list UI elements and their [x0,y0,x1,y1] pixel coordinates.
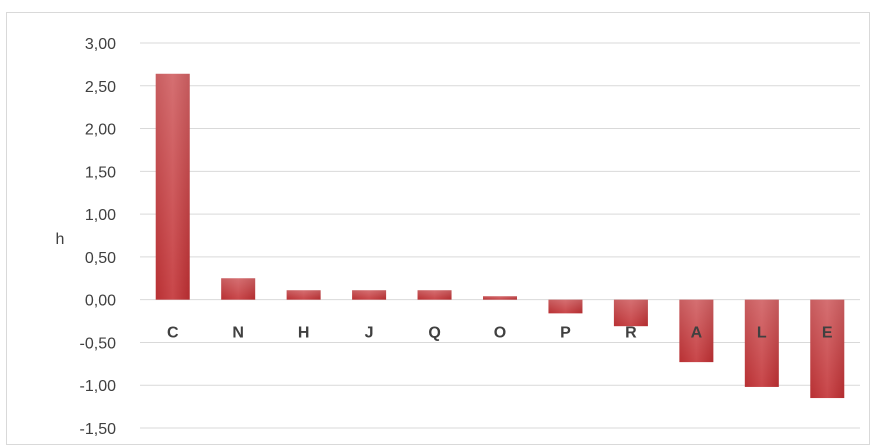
category-label: J [365,325,374,342]
y-tick-label: 2,00 [85,122,116,139]
bar-J [352,290,387,300]
y-tick-label: -1,00 [80,378,117,395]
category-label: C [167,325,179,342]
bar-N [221,278,256,300]
bar-highlight [286,290,321,300]
bar-H [286,290,321,300]
bar-highlight [352,290,387,300]
category-label: R [625,325,637,342]
y-axis-ticks: 3,00 2,50 2,00 1,50 1,00 0,50 0,00 -0,50 -1,00 -1… [80,36,117,438]
category-label: N [232,325,244,342]
category-label: O [494,325,506,342]
category-label: H [298,325,310,342]
y-axis-title: h [56,231,65,248]
y-tick-label: 1,50 [85,164,116,181]
bar-highlight [155,73,190,300]
y-tick-label: 3,00 [85,36,116,53]
bar-L [744,299,779,387]
y-tick-label: 2,50 [85,79,116,96]
bar-Q [417,290,452,300]
bar-highlight [810,299,845,399]
bar-highlight [417,290,452,300]
bar-R [613,299,648,327]
bar-highlight [483,296,517,300]
bar-O [483,296,517,300]
category-label: A [691,325,703,342]
y-tick-label: -1,50 [80,421,117,438]
bar-highlight [744,299,779,387]
bars [155,73,845,399]
y-tick-label: -0,50 [80,335,117,352]
bar-A [679,299,714,363]
y-tick-label: 0,00 [85,293,116,310]
bar-highlight [679,299,714,363]
gridlines [140,42,860,429]
category-label: E [822,325,833,342]
category-label: L [757,325,767,342]
bar-E [810,299,845,399]
bar-highlight [221,278,256,300]
bar-highlight [613,299,648,327]
y-tick-label: 0,50 [85,250,116,267]
bar-highlight [548,299,583,314]
bar-P [548,299,583,314]
category-label: Q [428,325,440,342]
y-tick-label: 1,00 [85,207,116,224]
chart-frame [6,12,870,445]
category-label: P [560,325,571,342]
bar-C [155,73,190,300]
